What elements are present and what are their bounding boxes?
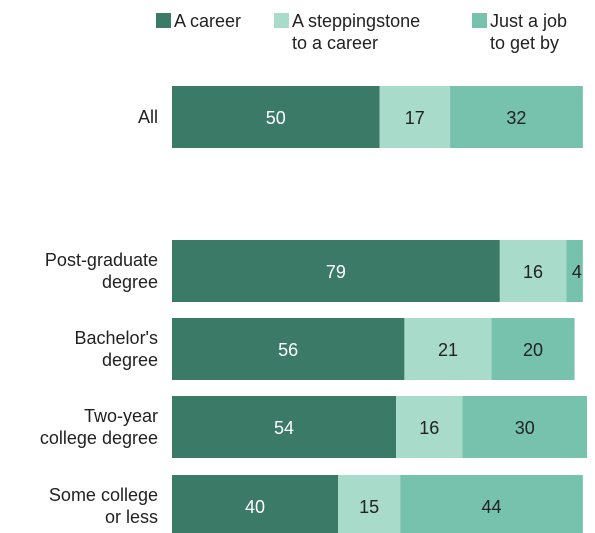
category-label-all: All [138,107,158,127]
legend-label-steppingstone-line2: to a career [292,33,379,53]
bar-post-graduate-steppingstone [499,240,567,302]
legend-item-career: A career [156,10,241,32]
value-label-two-year-career: 54 [274,418,294,438]
legend-label-just-a-job-line2: to get by [490,33,560,53]
value-label-some-college-just-a-job: 44 [482,497,502,517]
bar-all-steppingstone [379,86,451,148]
legend-swatch-career [156,13,171,28]
legend-label-just-a-job: Just a job [490,11,568,31]
legend-item-just-a-job: Just a job to get by [472,10,567,54]
legend-label-steppingstone: A steppingstone [292,11,421,31]
bar-two-year-steppingstone [396,396,463,458]
value-label-post-graduate-career: 79 [326,262,346,282]
bar-some-college-career [172,475,338,533]
value-label-some-college-career: 40 [245,497,265,517]
value-label-post-graduate-steppingstone: 16 [523,262,543,282]
value-label-two-year-just-a-job: 30 [515,418,535,438]
category-label-bachelors: Bachelor's degree [75,328,158,370]
bar-some-college-just-a-job [400,475,583,533]
bar-bachelors-just-a-job [491,318,575,380]
bar-some-college-steppingstone [338,475,401,533]
bar-bachelors-steppingstone [404,318,492,380]
value-label-bachelors-just-a-job: 20 [523,340,543,360]
category-label-two-year: Two-year college degree [40,406,158,448]
value-label-post-graduate-just-a-job: 4 [572,262,582,282]
legend-swatch-steppingstone [274,13,289,28]
value-label-bachelors-steppingstone: 21 [438,340,458,360]
bar-post-graduate-career [172,240,500,302]
category-label-post-graduate: Post-graduate degree [45,250,158,292]
bar-two-year-career [172,396,397,458]
value-label-all-steppingstone: 17 [405,108,425,128]
legend-label-career: A career [174,11,242,31]
value-label-all-career: 50 [266,108,286,128]
category-label-some-college: Some college or less [49,485,158,527]
bar-bachelors-career [172,318,405,380]
value-label-two-year-steppingstone: 16 [419,418,439,438]
value-label-some-college-steppingstone: 15 [359,497,379,517]
value-label-bachelors-career: 56 [278,340,298,360]
bar-all-career [172,86,380,148]
legend-swatch-just-a-job [472,13,487,28]
legend-item-steppingstone: A steppingstone to a career [274,10,420,54]
bar-two-year-just-a-job [462,396,587,458]
bar-post-graduate-just-a-job [566,240,583,302]
value-label-all-just-a-job: 32 [506,108,526,128]
bar-all-just-a-job [450,86,583,148]
